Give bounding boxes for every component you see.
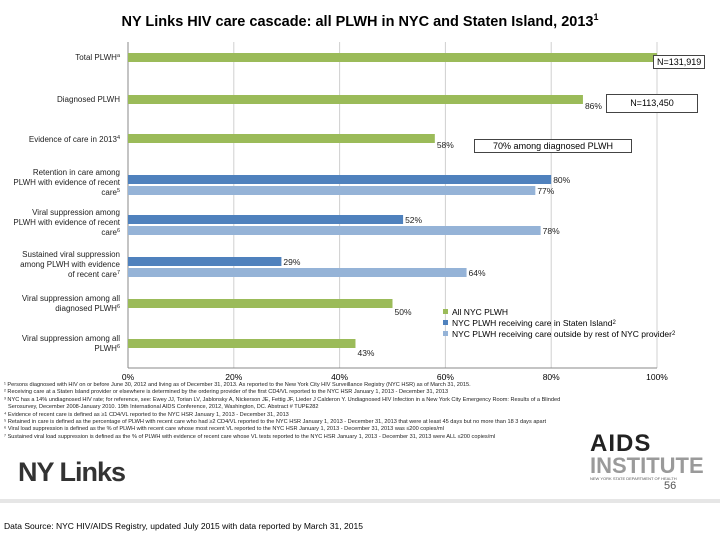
bar: [128, 299, 393, 308]
bar: [128, 226, 541, 235]
footnote: ⁵ Retained in care is defined as the per…: [4, 419, 547, 426]
category-label: Viral suppression among all: [22, 294, 120, 303]
data-label: 64%: [469, 268, 486, 278]
data-source: Data Source: NYC HIV/AIDS Registry, upda…: [4, 521, 363, 531]
data-label: 80%: [553, 175, 570, 185]
x-tick-label: 80%: [543, 372, 560, 382]
category-label: care5: [101, 188, 120, 197]
footnote: Serosurvey, December 2008-January 2010. …: [8, 404, 319, 411]
x-tick-label: 100%: [646, 372, 668, 382]
category-label: of recent care7: [68, 270, 120, 279]
category-label: PLWH with evidence of recent: [13, 218, 120, 227]
annotation-total: N=131,919: [653, 55, 706, 69]
bar: [128, 215, 404, 224]
bar: [128, 134, 435, 143]
chart-legend: All NYC PLWH NYC PLWH receiving care in …: [443, 306, 675, 339]
category-label: Retention in care among: [33, 168, 120, 177]
category-label: PLWH with evidence of recent: [13, 178, 120, 187]
legend-item-all-nyc: All NYC PLWH: [443, 306, 675, 317]
footnote: ⁶ Viral load suppression is defined as t…: [4, 426, 444, 433]
data-label: 52%: [405, 215, 422, 225]
category-label: diagnosed PLWH6: [55, 304, 120, 313]
footnotes: ¹ Persons diagnosed with HIV on or befor…: [4, 382, 714, 441]
category-label: Sustained viral suppression: [22, 250, 120, 259]
footnote: ⁴ Evidence of recent care is defined as …: [4, 411, 289, 418]
data-label: 43%: [357, 348, 374, 358]
category-label: Diagnosed PLWH: [57, 95, 120, 104]
data-label: 50%: [395, 307, 412, 317]
aids-institute-logo: AIDS INSTITUTE NEW YORK STATE DEPARTMENT…: [590, 430, 704, 482]
footnote: ³ NYC has a 14% undiagnosed HIV rate; fo…: [4, 396, 561, 403]
annotation-care: 70% among diagnosed PLWH: [474, 139, 632, 153]
footnote: ⁷ Sustained viral load suppression is de…: [4, 433, 496, 440]
category-label: Evidence of care in 20134: [29, 135, 120, 144]
x-tick-label: 0%: [122, 372, 135, 382]
footnote: ² Receiving care at a Staten Island prov…: [4, 389, 449, 396]
bar: [128, 339, 356, 348]
bar: [128, 268, 467, 277]
category-label: care6: [101, 228, 120, 237]
data-label: 77%: [537, 186, 554, 196]
data-label: 29%: [283, 257, 300, 267]
chart-title: NY Links HIV care cascade: all PLWH in N…: [121, 12, 599, 30]
ny-links-logo: NY Links: [18, 457, 126, 487]
category-label: among PLWH with evidence: [20, 260, 120, 269]
bar: [128, 257, 282, 266]
legend-item-staten-island: NYC PLWH receiving care in Staten Island…: [443, 317, 675, 328]
bar: [128, 95, 583, 104]
category-label: Total PLWHa: [75, 53, 121, 62]
data-label: 78%: [543, 226, 560, 236]
data-label: 86%: [585, 101, 602, 111]
category-label: PLWH6: [94, 344, 120, 353]
category-label: Viral suppression among: [32, 208, 120, 217]
x-tick-label: 20%: [225, 372, 242, 382]
footnote: ¹ Persons diagnosed with HIV on or befor…: [4, 382, 471, 388]
legend-item-rest-of-nyc: NYC PLWH receiving care outside by rest …: [443, 328, 675, 339]
x-tick-label: 60%: [437, 372, 454, 382]
category-label: Viral suppression among all: [22, 334, 120, 343]
page-number: 56: [664, 480, 677, 492]
bottom-bar: [0, 499, 720, 503]
x-tick-label: 40%: [331, 372, 348, 382]
chart: Total PLWHa Diagnosed PLWH Evidence of car…: [13, 42, 668, 382]
data-label: 58%: [437, 140, 454, 150]
bar: [128, 53, 657, 62]
annotation-diagnosed: N=113,450: [606, 94, 698, 113]
bar: [128, 186, 536, 195]
bar: [128, 175, 552, 184]
